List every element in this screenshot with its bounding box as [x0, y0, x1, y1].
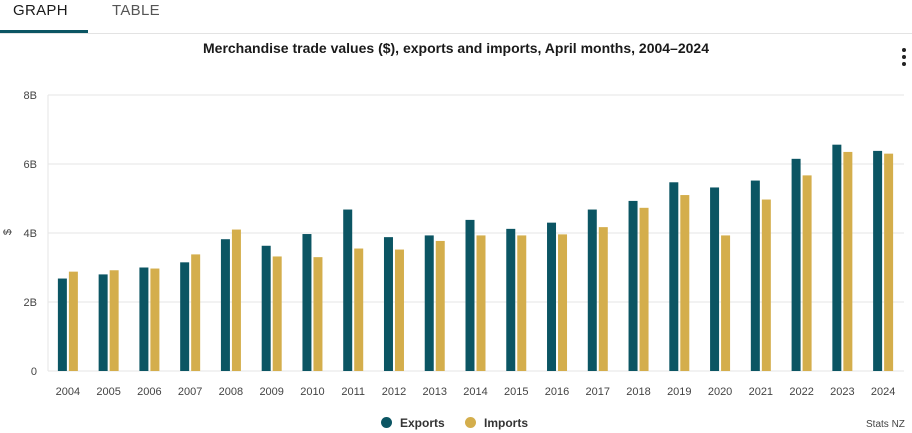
legend-label-exports: Exports [400, 416, 445, 430]
legend-item-exports[interactable]: Exports [381, 415, 445, 431]
imports-bar[interactable] [517, 235, 527, 371]
imports-bar[interactable] [680, 195, 690, 371]
imports-bar[interactable] [354, 248, 364, 371]
more-vertical-icon[interactable] [898, 46, 910, 68]
legend: Exports Imports [0, 415, 912, 433]
x-axis-tick-labels: 2004 2005 2006 2007 2008 2009 2010 2011 2012 2013… [56, 386, 896, 398]
x-tick-label: 2011 [341, 386, 365, 398]
exports-bar[interactable] [139, 267, 149, 372]
imports-bar[interactable] [313, 257, 323, 371]
exports-bar[interactable] [180, 262, 190, 371]
exports-bar[interactable] [710, 187, 720, 371]
exports-bar[interactable] [547, 222, 557, 371]
source-credit: Stats NZ [866, 419, 905, 430]
imports-bar[interactable] [476, 235, 486, 371]
x-tick-label: 2005 [96, 386, 120, 398]
x-tick-label: 2017 [586, 386, 610, 398]
exports-bar[interactable] [587, 209, 597, 371]
imports-bar[interactable] [639, 207, 649, 371]
x-tick-label: 2013 [422, 386, 446, 398]
imports-bar[interactable] [394, 249, 404, 371]
imports-bar[interactable] [843, 151, 853, 371]
x-tick-label: 2007 [178, 386, 202, 398]
x-tick-label: 2015 [504, 386, 528, 398]
exports-bar[interactable] [261, 245, 271, 371]
imports-swatch [465, 417, 476, 428]
tab-graph[interactable]: GRAPH [0, 0, 88, 33]
exports-bar[interactable] [669, 182, 679, 371]
x-tick-label: 2012 [382, 386, 406, 398]
chart-title: Merchandise trade values ($), exports an… [203, 40, 709, 56]
exports-bar[interactable] [750, 180, 760, 371]
imports-bar[interactable] [884, 153, 894, 371]
imports-bar[interactable] [558, 234, 568, 371]
view-tabs: GRAPH TABLE [0, 0, 912, 34]
y-tick-label: 6B [24, 159, 37, 171]
y-tick-label: 2B [24, 297, 37, 309]
imports-bar[interactable] [435, 240, 445, 371]
exports-bar[interactable] [98, 274, 108, 371]
x-tick-label: 2023 [830, 386, 854, 398]
bar-chart: 0 2B 4B 6B 8B $ 2004 2005 2006 2007 2008 2009 2010… [2, 90, 904, 398]
y-axis-label: $ [2, 229, 14, 235]
x-tick-label: 2018 [626, 386, 650, 398]
exports-bar[interactable] [220, 239, 230, 371]
x-tick-label: 2008 [219, 386, 243, 398]
exports-bar[interactable] [424, 235, 434, 371]
imports-bar[interactable] [761, 199, 771, 371]
gridlines [47, 94, 904, 372]
imports-bar[interactable] [272, 256, 282, 371]
exports-bar[interactable] [791, 158, 801, 371]
imports-bar[interactable] [231, 229, 241, 371]
x-tick-label: 2016 [545, 386, 569, 398]
exports-bar[interactable] [465, 219, 475, 371]
y-tick-label: 4B [24, 228, 37, 240]
exports-bar[interactable] [343, 209, 353, 371]
legend-label-imports: Imports [484, 416, 529, 430]
x-tick-label: 2020 [708, 386, 732, 398]
x-tick-label: 2009 [259, 386, 283, 398]
x-tick-label: 2004 [56, 386, 80, 398]
bars [57, 144, 894, 372]
y-axis-tick-labels: 0 2B 4B 6B 8B [24, 90, 37, 378]
x-tick-label: 2010 [300, 386, 324, 398]
imports-bar[interactable] [598, 227, 608, 371]
legend-item-imports[interactable]: Imports [465, 415, 528, 431]
imports-bar[interactable] [191, 254, 201, 371]
x-tick-label: 2019 [667, 386, 691, 398]
exports-bar[interactable] [302, 234, 312, 371]
tab-table[interactable]: TABLE [112, 2, 160, 19]
x-tick-label: 2006 [137, 386, 161, 398]
imports-bar[interactable] [802, 175, 812, 371]
x-tick-label: 2022 [789, 386, 813, 398]
exports-bar[interactable] [57, 278, 67, 371]
imports-bar[interactable] [109, 270, 119, 371]
exports-bar[interactable] [383, 237, 393, 371]
x-tick-label: 2021 [749, 386, 773, 398]
exports-bar[interactable] [832, 144, 842, 371]
exports-swatch [381, 417, 392, 428]
x-tick-label: 2024 [871, 386, 895, 398]
exports-bar[interactable] [628, 200, 638, 371]
imports-bar[interactable] [150, 268, 160, 371]
exports-bar[interactable] [506, 228, 516, 371]
x-tick-label: 2014 [463, 386, 487, 398]
exports-bar[interactable] [873, 150, 883, 371]
y-tick-label: 0 [31, 366, 37, 378]
imports-bar[interactable] [721, 235, 731, 371]
imports-bar[interactable] [68, 271, 78, 371]
y-tick-label: 8B [24, 90, 37, 102]
